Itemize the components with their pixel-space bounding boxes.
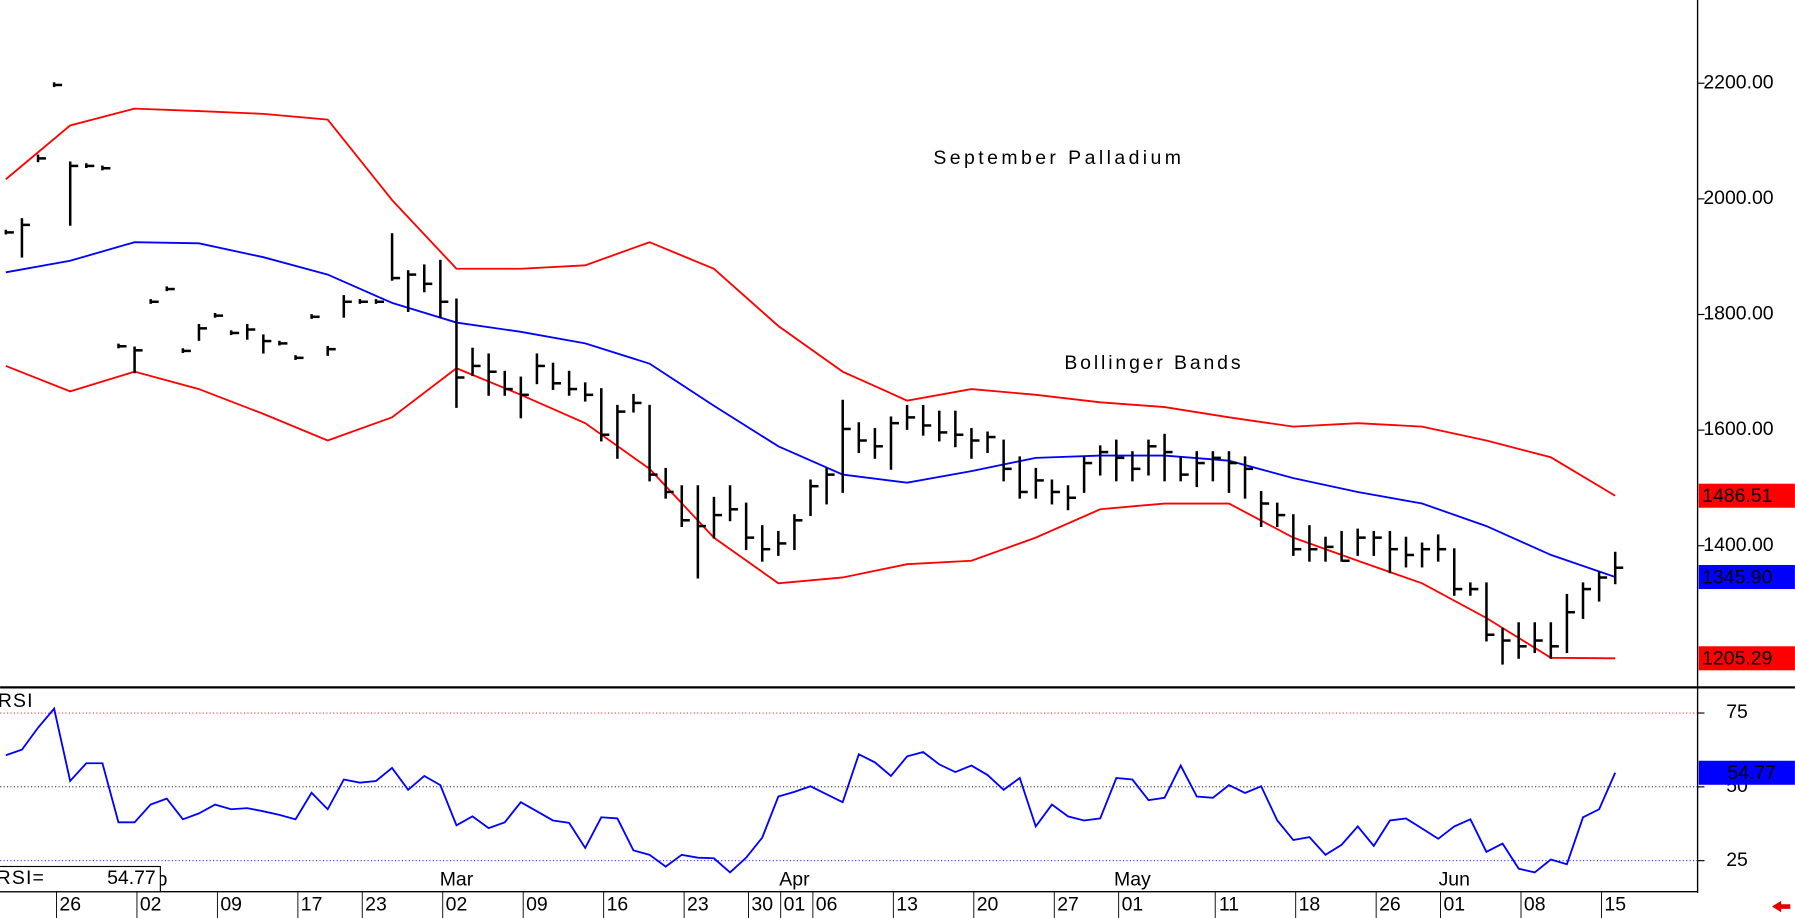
x-tick-label: 26: [1379, 894, 1401, 916]
chart-title: September Palladium: [933, 147, 1184, 169]
y-tick-label: 1800.00: [1703, 303, 1773, 325]
x-tick-label: 15: [1604, 894, 1626, 916]
rsi-line: [5, 706, 1617, 874]
x-tick-label: 23: [365, 894, 387, 916]
month-label: Jun: [1439, 868, 1470, 890]
x-tick-label: 01: [784, 894, 806, 916]
x-tick-label: 02: [446, 894, 468, 916]
x-tick-label: 09: [526, 894, 548, 916]
bollinger-band: [5, 107, 1616, 497]
value-box: [1698, 483, 1795, 508]
x-tick-label: 08: [1524, 894, 1546, 916]
value-box-label: 1345.90: [1702, 566, 1772, 588]
x-tick-label: 02: [140, 894, 162, 916]
x-tick-label: 11: [1219, 894, 1239, 916]
x-tick-label: 06: [816, 894, 838, 916]
value-box-label: 1486.51: [1702, 485, 1772, 507]
value-box: [1698, 760, 1795, 785]
readout-label: RSI=: [0, 867, 45, 889]
y-tick-label: 25: [1726, 849, 1748, 871]
y-tick-label: 1400.00: [1703, 534, 1773, 556]
series-name: RSI: [0, 690, 34, 712]
y-tick-label: 2200.00: [1703, 71, 1773, 93]
value-box: [1698, 646, 1795, 671]
x-tick-label: 30: [751, 894, 773, 916]
x-tick-label: 09: [220, 894, 242, 916]
annotation: Bollinger Bands: [1064, 352, 1243, 374]
x-tick-label: 13: [896, 894, 918, 916]
x-tick-label: 01: [1443, 894, 1465, 916]
month-label: Mar: [440, 868, 474, 890]
readout-box: [0, 865, 161, 893]
scroll-arrow: [1772, 900, 1791, 913]
month-label: May: [1114, 868, 1151, 890]
readout-value: 54.77: [107, 867, 156, 889]
x-tick-label: 26: [59, 894, 81, 916]
x-tick-label: 18: [1299, 894, 1321, 916]
x-tick-label: 01: [1122, 894, 1144, 916]
y-tick-label: 75: [1726, 701, 1748, 723]
y-tick-label: 2000.00: [1703, 187, 1773, 209]
value-box: [1698, 564, 1795, 590]
bollinger-band: [5, 365, 1616, 660]
bollinger-band: [5, 241, 1616, 578]
value-box-label: 54.77: [1727, 762, 1776, 784]
value-box-label: 1205.29: [1702, 648, 1772, 670]
x-tick-label: 23: [687, 894, 709, 916]
x-tick-label: 27: [1057, 894, 1079, 916]
month-label: Apr: [779, 868, 810, 890]
x-tick-label: 16: [607, 894, 629, 916]
y-tick-label: 1600.00: [1703, 418, 1773, 440]
x-tick-label: 20: [977, 894, 999, 916]
x-tick-label: 17: [301, 894, 323, 916]
